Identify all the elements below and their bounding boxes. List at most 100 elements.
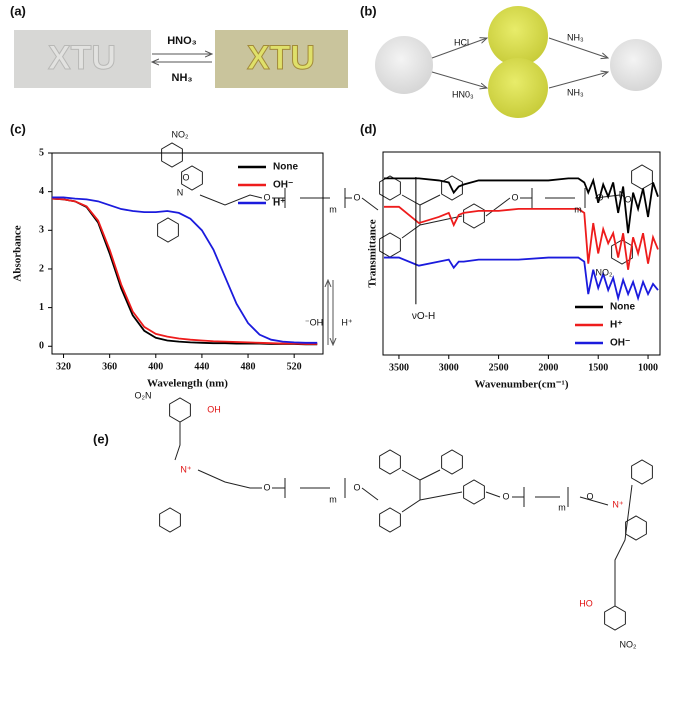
data-line <box>383 256 659 302</box>
atom-label: NO₂ <box>172 129 190 139</box>
x-axis-label: Wavelength (nm) <box>147 378 228 390</box>
arrow <box>431 38 487 59</box>
x-tick-label: 1000 <box>638 362 658 373</box>
atom-label: m <box>558 502 566 512</box>
atom-label: NO₂ <box>596 267 614 277</box>
reagent: ⁻OH <box>305 317 323 327</box>
arrow <box>431 71 487 88</box>
sample-disc <box>488 6 548 66</box>
reagent: NH₃ <box>567 87 584 97</box>
panel-label: (d) <box>360 121 377 136</box>
x-tick-label: 480 <box>241 361 256 372</box>
bond <box>199 194 263 206</box>
data-line <box>383 177 659 234</box>
y-tick-label: 4 <box>39 186 44 197</box>
legend-label: OH⁻ <box>273 180 293 191</box>
atom-label: O <box>502 491 509 501</box>
x-tick-label: 3500 <box>389 362 409 373</box>
sample-disc <box>488 58 548 118</box>
bond <box>485 197 511 217</box>
atom-label: O <box>353 482 360 492</box>
ring <box>463 479 485 505</box>
legend-label: OH⁻ <box>610 338 630 349</box>
y-tick-label: 3 <box>39 225 44 236</box>
x-axis-label: Wavenumber(cm⁻¹) <box>474 379 568 391</box>
photo-text: XTU <box>48 39 116 77</box>
atom-label: m <box>329 494 337 504</box>
x-tick-label: 3000 <box>439 362 459 373</box>
ring <box>379 449 401 475</box>
annotation: νO-H <box>412 311 435 322</box>
x-tick-label: 520 <box>287 361 302 372</box>
data-line <box>51 197 318 345</box>
panel-label: (a) <box>10 3 26 18</box>
y-axis-label: Absorbance <box>12 225 24 281</box>
y-tick-label: 0 <box>39 341 44 352</box>
data-line <box>383 205 659 270</box>
atom-label: N⁺ <box>180 464 191 474</box>
panel-label: (c) <box>10 121 26 136</box>
legend-label: H⁺ <box>610 320 623 331</box>
sample-disc <box>375 36 433 94</box>
x-tick-label: 1500 <box>588 362 608 373</box>
photo <box>14 30 151 88</box>
atom-label: O <box>596 192 603 202</box>
atom-label: O <box>263 482 270 492</box>
atom-label: O <box>511 192 518 202</box>
atom-label: O <box>353 192 360 202</box>
atom-label: O <box>624 194 631 204</box>
panel-label: (b) <box>360 3 377 18</box>
legend-label: None <box>610 302 635 313</box>
atom-label: O <box>586 491 593 501</box>
y-axis-label: Transmittance <box>367 219 379 287</box>
plot-frame <box>382 151 661 356</box>
ring <box>625 515 647 541</box>
panel-label: (e) <box>93 431 109 446</box>
x-tick-label: 2500 <box>489 362 509 373</box>
plot-frame <box>51 152 324 355</box>
ring <box>379 175 401 201</box>
arrow <box>548 72 608 89</box>
atom-label: HO <box>579 598 593 608</box>
bond <box>485 491 501 498</box>
atom-label: N⁺ <box>612 499 623 509</box>
y-tick-label: 2 <box>39 263 44 274</box>
legend-label: H⁺ <box>273 198 286 209</box>
bond <box>401 215 463 239</box>
bond <box>174 422 181 461</box>
arrow <box>548 37 608 58</box>
structure <box>157 142 653 631</box>
ring <box>463 203 485 229</box>
sample-disc <box>610 39 662 91</box>
atom-label: m <box>574 204 582 214</box>
atom-label: OH <box>207 404 221 414</box>
bond <box>197 469 262 489</box>
y-tick-label: 5 <box>39 147 44 158</box>
atom-label: m <box>329 204 337 214</box>
y-tick-label: 1 <box>39 302 44 313</box>
reagent: HN0₃ <box>452 89 474 99</box>
data-line <box>51 197 318 346</box>
x-tick-label: 400 <box>148 361 163 372</box>
atom-label: N <box>177 187 184 197</box>
x-tick-label: 440 <box>194 361 209 372</box>
bond <box>361 487 379 501</box>
bond <box>401 194 441 206</box>
x-tick-label: 320 <box>56 361 71 372</box>
atom-label: O <box>182 172 189 182</box>
ring <box>181 165 203 191</box>
ring <box>604 605 626 631</box>
bond <box>614 484 633 606</box>
ring <box>441 175 463 201</box>
ring <box>159 507 181 533</box>
ring <box>631 164 653 190</box>
ring <box>379 507 401 533</box>
atom-label: NO₂ <box>620 639 638 649</box>
reagent: NH₃ <box>567 32 584 42</box>
ring <box>441 449 463 475</box>
x-tick-label: 2000 <box>538 362 558 373</box>
reagent: HNO₃ <box>167 35 197 47</box>
x-tick-label: 360 <box>102 361 117 372</box>
reagent: H⁺ <box>341 317 352 327</box>
atom-label: O <box>263 192 270 202</box>
